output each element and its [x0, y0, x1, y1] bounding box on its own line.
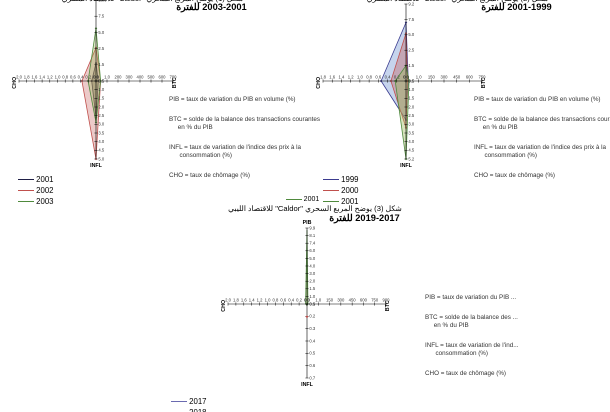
svg-text:0.3: 0.3	[309, 326, 315, 331]
svg-text:3.0: 3.0	[309, 271, 315, 276]
svg-text:6.0: 6.0	[309, 248, 315, 253]
svg-text:8.1: 8.1	[309, 233, 315, 238]
svg-text:0.5: 0.5	[309, 351, 315, 356]
svg-text:CHO: CHO	[221, 300, 227, 312]
svg-text:0.2: 0.2	[309, 314, 315, 319]
svg-text:BTC: BTC	[385, 300, 391, 311]
svg-text:1.0: 1.0	[315, 298, 321, 303]
svg-text:450: 450	[349, 298, 357, 303]
svg-text:1.2: 1.2	[257, 298, 263, 303]
svg-text:0.2: 0.2	[296, 298, 302, 303]
svg-text:150: 150	[326, 298, 334, 303]
svg-text:2.0: 2.0	[309, 279, 315, 284]
svg-text:1.0: 1.0	[265, 298, 271, 303]
svg-text:0.4: 0.4	[309, 338, 315, 343]
svg-text:0.4: 0.4	[288, 298, 294, 303]
svg-text:0.6: 0.6	[309, 363, 315, 368]
svg-text:INFL: INFL	[301, 382, 314, 388]
svg-text:300: 300	[337, 298, 345, 303]
svg-text:0.0: 0.0	[304, 298, 310, 303]
svg-text:4.0: 4.0	[309, 263, 315, 268]
svg-text:600: 600	[360, 298, 368, 303]
svg-text:0.7: 0.7	[309, 375, 315, 380]
svg-text:1.8: 1.8	[233, 298, 239, 303]
svg-text:1.5: 1.5	[309, 286, 315, 291]
svg-text:1.4: 1.4	[249, 298, 255, 303]
svg-text:5.0: 5.0	[309, 256, 315, 261]
svg-text:1.6: 1.6	[241, 298, 247, 303]
svg-text:7.4: 7.4	[309, 241, 315, 246]
svg-text:9.9: 9.9	[309, 225, 315, 230]
svg-text:750: 750	[371, 298, 379, 303]
svg-text:0.8: 0.8	[272, 298, 278, 303]
svg-text:0.6: 0.6	[280, 298, 286, 303]
